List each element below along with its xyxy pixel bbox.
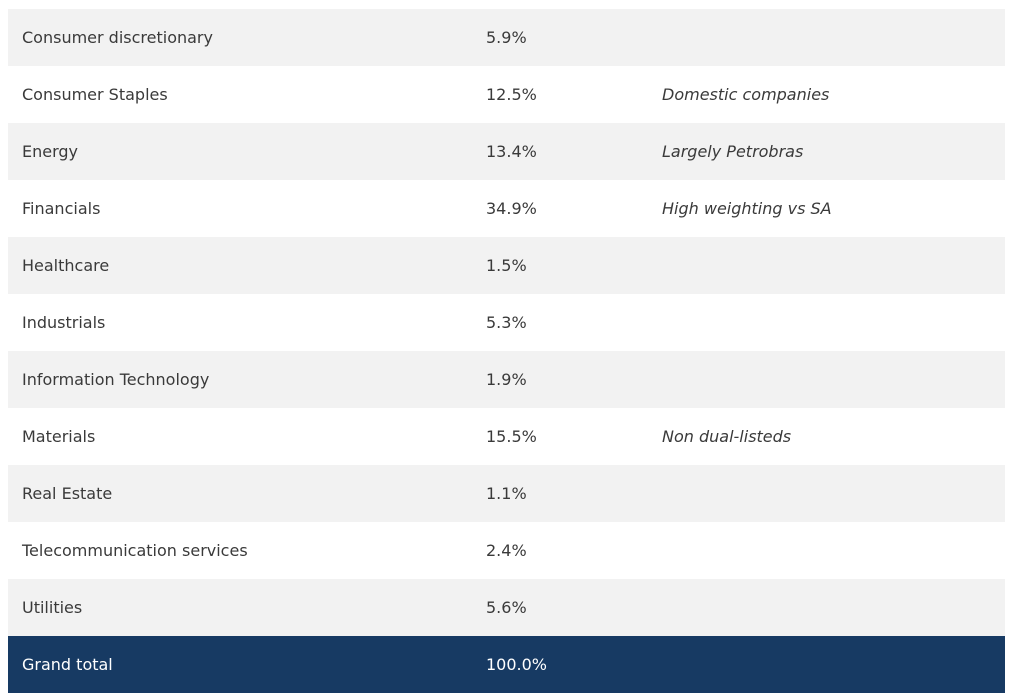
table-row: Healthcare 1.5% <box>8 237 1005 294</box>
table-row: Financials 34.9% High weighting vs SA <box>8 180 1005 237</box>
table-row: Materials 15.5% Non dual-listeds <box>8 408 1005 465</box>
sector-note: Domestic companies <box>648 66 1005 123</box>
sector-name: Energy <box>8 123 472 180</box>
grand-total-weight: 100.0% <box>472 636 648 693</box>
sector-weight: 2.4% <box>472 522 648 579</box>
sector-weight: 1.5% <box>472 237 648 294</box>
sector-note <box>648 579 1005 636</box>
sector-note <box>648 465 1005 522</box>
sector-name: Consumer Staples <box>8 66 472 123</box>
sector-note <box>648 237 1005 294</box>
sector-name: Consumer discretionary <box>8 9 472 66</box>
sector-name: Real Estate <box>8 465 472 522</box>
table-row: Industrials 5.3% <box>8 294 1005 351</box>
sector-note: High weighting vs SA <box>648 180 1005 237</box>
table-row: Utilities 5.6% <box>8 579 1005 636</box>
grand-total-note <box>648 636 1005 693</box>
sector-name: Telecommunication services <box>8 522 472 579</box>
sector-note <box>648 9 1005 66</box>
sector-note <box>648 351 1005 408</box>
sector-name: Industrials <box>8 294 472 351</box>
sector-weight: 1.1% <box>472 465 648 522</box>
sector-weight: 5.6% <box>472 579 648 636</box>
sector-weight: 5.9% <box>472 9 648 66</box>
sector-weight: 13.4% <box>472 123 648 180</box>
sector-weight: 12.5% <box>472 66 648 123</box>
table-row: Real Estate 1.1% <box>8 465 1005 522</box>
table-row: Information Technology 1.9% <box>8 351 1005 408</box>
sector-name: Financials <box>8 180 472 237</box>
table-row: Energy 13.4% Largely Petrobras <box>8 123 1005 180</box>
grand-total-row: Grand total 100.0% <box>8 636 1005 693</box>
sector-weight: 15.5% <box>472 408 648 465</box>
sector-weight: 34.9% <box>472 180 648 237</box>
table-row: Consumer discretionary 5.9% <box>8 9 1005 66</box>
table-row: Telecommunication services 2.4% <box>8 522 1005 579</box>
sector-name: Materials <box>8 408 472 465</box>
grand-total-label: Grand total <box>8 636 472 693</box>
sector-note <box>648 294 1005 351</box>
sector-weight: 5.3% <box>472 294 648 351</box>
sector-name: Utilities <box>8 579 472 636</box>
sector-weight-table: Consumer discretionary 5.9% Consumer Sta… <box>8 9 1005 693</box>
sector-note: Largely Petrobras <box>648 123 1005 180</box>
sector-name: Healthcare <box>8 237 472 294</box>
sector-note: Non dual-listeds <box>648 408 1005 465</box>
sector-name: Information Technology <box>8 351 472 408</box>
sector-weight: 1.9% <box>472 351 648 408</box>
sector-note <box>648 522 1005 579</box>
table-row: Consumer Staples 12.5% Domestic companie… <box>8 66 1005 123</box>
